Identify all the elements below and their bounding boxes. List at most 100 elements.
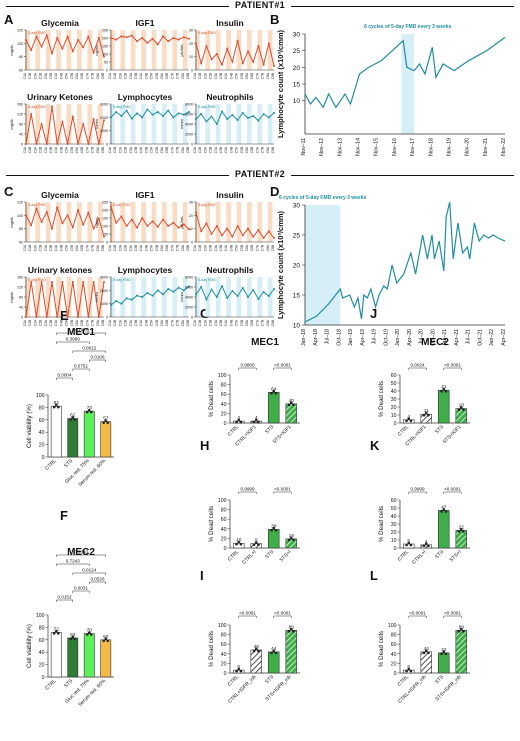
x-tick-label: C5B	[155, 320, 159, 326]
data-point	[73, 637, 77, 641]
x-tick-label: C5B	[240, 245, 244, 251]
bar-value-label: 19	[289, 533, 295, 539]
significance-bracket	[408, 615, 427, 618]
small-chart-title: Insulin	[216, 18, 243, 28]
data-point	[130, 298, 133, 301]
data-point	[35, 316, 38, 318]
data-point	[177, 226, 180, 229]
y-tick-label: 80	[221, 383, 227, 389]
fmd-band	[236, 202, 242, 242]
bar-value-label: 18	[459, 403, 465, 409]
data-point	[66, 316, 69, 318]
x-tick-label: Apr–20	[407, 329, 413, 346]
data-point	[77, 143, 79, 145]
data-point	[85, 410, 89, 414]
y-tick-label: 100	[218, 623, 227, 629]
x-tick-label: C6A	[245, 146, 249, 153]
data-point	[239, 542, 243, 546]
bar	[268, 528, 280, 549]
x-tick-label: C5B	[240, 73, 244, 79]
data-point	[102, 639, 106, 643]
data-point	[30, 113, 33, 115]
y-tick-label: 2000	[185, 306, 193, 310]
y-axis-label: % Dead cells	[378, 381, 385, 417]
bar	[268, 391, 280, 424]
data-point	[195, 118, 197, 120]
data-point	[141, 217, 144, 219]
x-tick-label: Jan–22	[489, 329, 495, 346]
y-tick-label: 40	[221, 402, 227, 408]
data-point	[87, 631, 91, 634]
y-tick-label: 100	[17, 42, 23, 46]
data-point	[226, 227, 229, 230]
x-tick-label: Nov–20	[465, 138, 471, 156]
fmd-band	[141, 104, 146, 144]
data-point	[167, 225, 170, 227]
bar	[50, 405, 62, 458]
fmd-band	[66, 202, 72, 242]
data-point	[151, 37, 154, 40]
data-point	[40, 123, 43, 125]
data-point	[115, 38, 118, 41]
y-tick-label: 20	[189, 42, 193, 46]
x-tick-label: C8B	[186, 73, 190, 79]
data-point	[51, 105, 53, 108]
small-chart-title: Insulin	[216, 190, 243, 200]
bar	[438, 510, 450, 549]
x-tick-label: Nov–21	[483, 138, 489, 156]
x-tick-label: C4A	[139, 146, 143, 153]
x-tick-label: C6B	[165, 147, 169, 153]
data-point	[200, 113, 203, 115]
y-tick-label: 0	[191, 143, 193, 147]
data-point	[427, 651, 430, 655]
panel-letter-D: D	[270, 184, 279, 199]
x-tick-label: C1A	[23, 244, 27, 251]
significance-bracket	[408, 367, 427, 370]
data-point	[205, 120, 208, 123]
x-tick-label: C8B	[101, 245, 105, 251]
y-tick-label: 100	[17, 214, 23, 218]
y-tick-label: 15	[293, 293, 301, 300]
data-point	[459, 627, 463, 631]
data-point	[97, 217, 100, 220]
bar	[285, 403, 297, 424]
x-tick-label: C2B	[39, 73, 43, 79]
y-axis-label: % Dead cells	[208, 506, 215, 542]
bar-value-label: 57	[103, 416, 109, 422]
y-axis-label: % Dead cells	[208, 631, 215, 667]
bar-value-label: 82	[54, 400, 60, 406]
x-tick-label: C8A	[181, 244, 185, 251]
y-tick-label: 120	[17, 201, 23, 205]
fmd-band	[77, 202, 82, 242]
x-tick-label: C4B	[229, 73, 233, 79]
data-point	[289, 401, 293, 405]
data-point	[151, 113, 154, 116]
x-tick-label: STS+I	[278, 549, 292, 563]
x-tick-label: C7B	[261, 147, 265, 153]
y-tick-label: 20	[391, 530, 397, 536]
x-tick-label: C5A	[65, 319, 69, 326]
x-tick-label: C7B	[91, 245, 95, 251]
p-value-label: 0.0024	[410, 363, 424, 368]
bar	[285, 538, 297, 549]
annotation-text: 5-day FMD	[198, 203, 216, 207]
y-axis-label: % Dead cells	[208, 381, 215, 417]
x-tick-label: C4B	[59, 147, 63, 153]
data-point	[177, 38, 180, 41]
y-tick-label: 0	[106, 316, 108, 320]
x-tick-label: CTRL+I	[411, 549, 428, 566]
y-tick-label: 200	[102, 37, 108, 41]
fmd-band	[45, 202, 51, 242]
data-point	[405, 543, 408, 547]
x-tick-label: C4B	[144, 147, 148, 153]
bar	[420, 544, 432, 549]
data-point	[221, 285, 223, 287]
x-tick-label: C3B	[219, 245, 223, 251]
x-tick-label: Nov–12	[319, 138, 325, 156]
y-tick-label: 1000	[100, 129, 108, 133]
x-tick-label: C6A	[75, 146, 79, 153]
x-tick-label: Nov–13	[337, 138, 343, 156]
fmd-band	[236, 277, 242, 317]
fmd-band	[267, 277, 273, 317]
y-axis-label: mg/dL	[9, 216, 14, 228]
